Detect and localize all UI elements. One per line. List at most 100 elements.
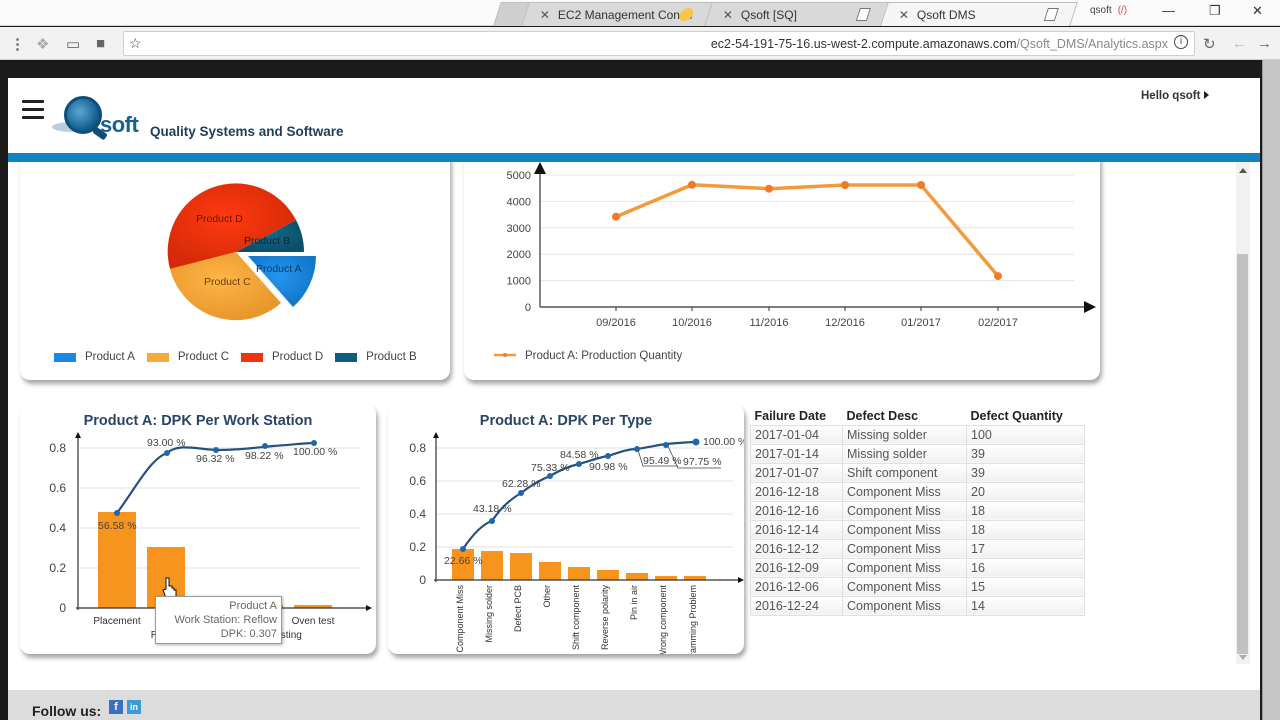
svg-text:98.22 %: 98.22 % [245, 450, 284, 462]
svg-text:09/2016: 09/2016 [596, 317, 636, 329]
close-tab-icon[interactable]: ✕ [722, 7, 733, 22]
svg-text:97.75 %: 97.75 % [683, 456, 722, 468]
svg-text:02/2017: 02/2017 [978, 317, 1018, 329]
svg-text:62.28 %: 62.28 % [502, 478, 541, 490]
table-row[interactable]: 2016-12-06 Component Miss 15 [750, 576, 1085, 597]
browser-scrollbar[interactable] [1262, 60, 1280, 720]
bookmark-star-icon[interactable]: ☆ [129, 35, 142, 51]
svg-text:56.58 %: 56.58 % [98, 520, 137, 532]
tab-qsoft-sq[interactable]: ✕ Qsoft [SQ] [704, 2, 890, 26]
dpk-type-chart-card: Product A: DPK Per Type 0 0.2 0.4 0.6 0.8 [388, 404, 744, 654]
hamburger-menu-icon[interactable] [22, 100, 44, 119]
reload-icon[interactable]: ↻ [1203, 36, 1216, 53]
profile-icon: (/) [1117, 5, 1128, 16]
svg-text:0.6: 0.6 [409, 474, 426, 488]
svg-text:96.32 %: 96.32 % [196, 453, 235, 465]
menu-dots-icon[interactable]: ⋮ [10, 36, 25, 53]
defects-table: Failure Date Defect Desc Defect Quantity… [750, 407, 1085, 616]
table-row[interactable]: 2017-01-07 Shift component 39 [750, 462, 1085, 483]
legend-item-product-b[interactable]: Product B [335, 351, 417, 363]
close-window-button[interactable]: ✕ [1252, 3, 1263, 18]
scroll-up-arrow-icon[interactable] [1239, 168, 1247, 173]
svg-text:0.4: 0.4 [409, 507, 426, 521]
legend-item-product-a[interactable]: Product A [54, 351, 135, 363]
close-tab-icon[interactable]: ✕ [539, 7, 550, 22]
slice-label-a: Product A [256, 263, 302, 275]
address-bar[interactable]: ☆ ec2-54-191-75-16.us-west-2.compute.ama… [123, 31, 1195, 56]
logo-q-icon [64, 96, 102, 134]
column-header-failure-date[interactable]: Failure Date [750, 407, 843, 425]
svg-text:0: 0 [419, 573, 426, 587]
restore-button[interactable]: ❐ [1209, 3, 1221, 18]
chart-title: Product A: DPK Per Type [479, 413, 653, 429]
table-row[interactable]: 2016-12-18 Component Miss 20 [750, 481, 1085, 502]
svg-text:0.4: 0.4 [49, 521, 66, 535]
column-header-defect-desc[interactable]: Defect Desc [842, 407, 967, 425]
legend-item-product-d[interactable]: Product D [241, 351, 323, 363]
table-row[interactable]: 2016-12-14 Component Miss 18 [750, 519, 1085, 540]
back-icon[interactable]: ← [1232, 35, 1247, 52]
pie-legend: Product A Product C Product D Product B [54, 351, 429, 363]
forward-icon[interactable]: → [1257, 35, 1272, 52]
user-greeting-menu[interactable]: Hello qsoft [1141, 90, 1209, 102]
svg-text:100.00 %: 100.00 % [293, 446, 337, 458]
close-tab-icon[interactable]: ✕ [898, 7, 909, 22]
svg-text:Other: Other [542, 585, 552, 608]
linkedin-icon[interactable]: in [127, 700, 141, 714]
tab-qsoft-dms[interactable]: ✕ Qsoft DMS [880, 2, 1078, 26]
svg-text:Programming Problem: Programming Problem [688, 585, 698, 654]
facebook-icon[interactable]: f [109, 700, 123, 714]
production-line-chart: 0 1000 2000 3000 4000 5000 09/2016 10/2016 1… [494, 162, 1096, 362]
svg-text:Defect PCB: Defect PCB [513, 585, 523, 632]
svg-text:01/2017: 01/2017 [901, 317, 941, 329]
production-line-chart-card: 0 1000 2000 3000 4000 5000 09/2016 10/2016 1… [464, 162, 1100, 380]
legend-item-product-c[interactable]: Product C [146, 351, 229, 363]
site-header: soft Quality Systems and Software Hello … [8, 78, 1260, 154]
svg-text:Reverse polarity: Reverse polarity [600, 585, 610, 651]
analytics-content: Product D Product B Product A Product C … [8, 162, 1236, 662]
content-scrollbar[interactable] [1236, 162, 1250, 664]
url-path: /Qsoft_DMS/Analytics.aspx [1016, 37, 1168, 51]
table-header-row: Failure Date Defect Desc Defect Quantity [750, 407, 1085, 425]
dropbox-extension-icon[interactable]: ❖ [36, 36, 50, 53]
svg-text:0.2: 0.2 [49, 561, 66, 575]
svg-text:10/2016: 10/2016 [672, 317, 712, 329]
scrollbar-thumb[interactable] [1237, 254, 1248, 654]
extension-icon[interactable]: ■ [96, 35, 106, 52]
svg-text:Component Miss: Component Miss [455, 585, 465, 653]
svg-text:100.00 %: 100.00 % [703, 436, 744, 448]
tab-label: EC2 Management Conso [557, 7, 693, 22]
svg-text:1000: 1000 [507, 276, 531, 288]
column-header-defect-quantity[interactable]: Defect Quantity [966, 407, 1085, 425]
slice-label-c: Product C [204, 276, 251, 288]
minimize-button[interactable]: — [1162, 3, 1175, 18]
table-row[interactable]: 2016-12-24 Component Miss 14 [750, 595, 1085, 616]
svg-text:11/2016: 11/2016 [750, 317, 789, 329]
svg-text:93.00 %: 93.00 % [147, 437, 186, 449]
svg-text:Oven test: Oven test [292, 616, 335, 627]
svg-text:84.58 %: 84.58 % [560, 449, 599, 461]
profile-badge[interactable]: qsoft (/) [1090, 5, 1127, 16]
browser-toolbar: ⋮ ❖ ▭ ■ ☆ ec2-54-191-75-16.us-west-2.com… [0, 27, 1280, 60]
table-row[interactable]: 2016-12-09 Component Miss 16 [750, 557, 1085, 578]
site-footer: Follow us: f in [8, 690, 1260, 720]
svg-text:0.2: 0.2 [409, 540, 426, 554]
url-text[interactable]: ec2-54-191-75-16.us-west-2.compute.amazo… [711, 37, 1168, 51]
browser-tab-bar: ✕ EC2 Management Conso ✕ Qsoft [SQ] ✕ Qsoft… [0, 0, 1280, 26]
cast-icon[interactable]: ▭ [66, 36, 81, 53]
table-row[interactable]: 2016-12-16 Component Miss 18 [750, 500, 1085, 521]
svg-text:3000: 3000 [507, 223, 531, 235]
hand-cursor-icon [162, 577, 177, 599]
table-row[interactable]: 2016-12-12 Component Miss 17 [750, 538, 1085, 559]
svg-text:Missing solder: Missing solder [484, 585, 494, 643]
tab-label: Qsoft [SQ] [740, 7, 797, 22]
product-pie-chart: Product D Product B Product A Product C [167, 183, 316, 321]
qsoft-logo[interactable]: soft Quality Systems and Software [52, 94, 356, 142]
table-row[interactable]: 2017-01-04 Missing solder 100 [750, 424, 1085, 445]
tab-ec2[interactable]: ✕ EC2 Management Conso [521, 2, 714, 26]
slice-label-b: Product B [244, 235, 290, 247]
info-icon[interactable]: i [1174, 35, 1188, 49]
table-row[interactable]: 2017-01-14 Missing solder 39 [750, 443, 1085, 464]
scroll-down-arrow-icon[interactable] [1239, 655, 1247, 660]
svg-text:75.33 %: 75.33 % [531, 462, 570, 474]
